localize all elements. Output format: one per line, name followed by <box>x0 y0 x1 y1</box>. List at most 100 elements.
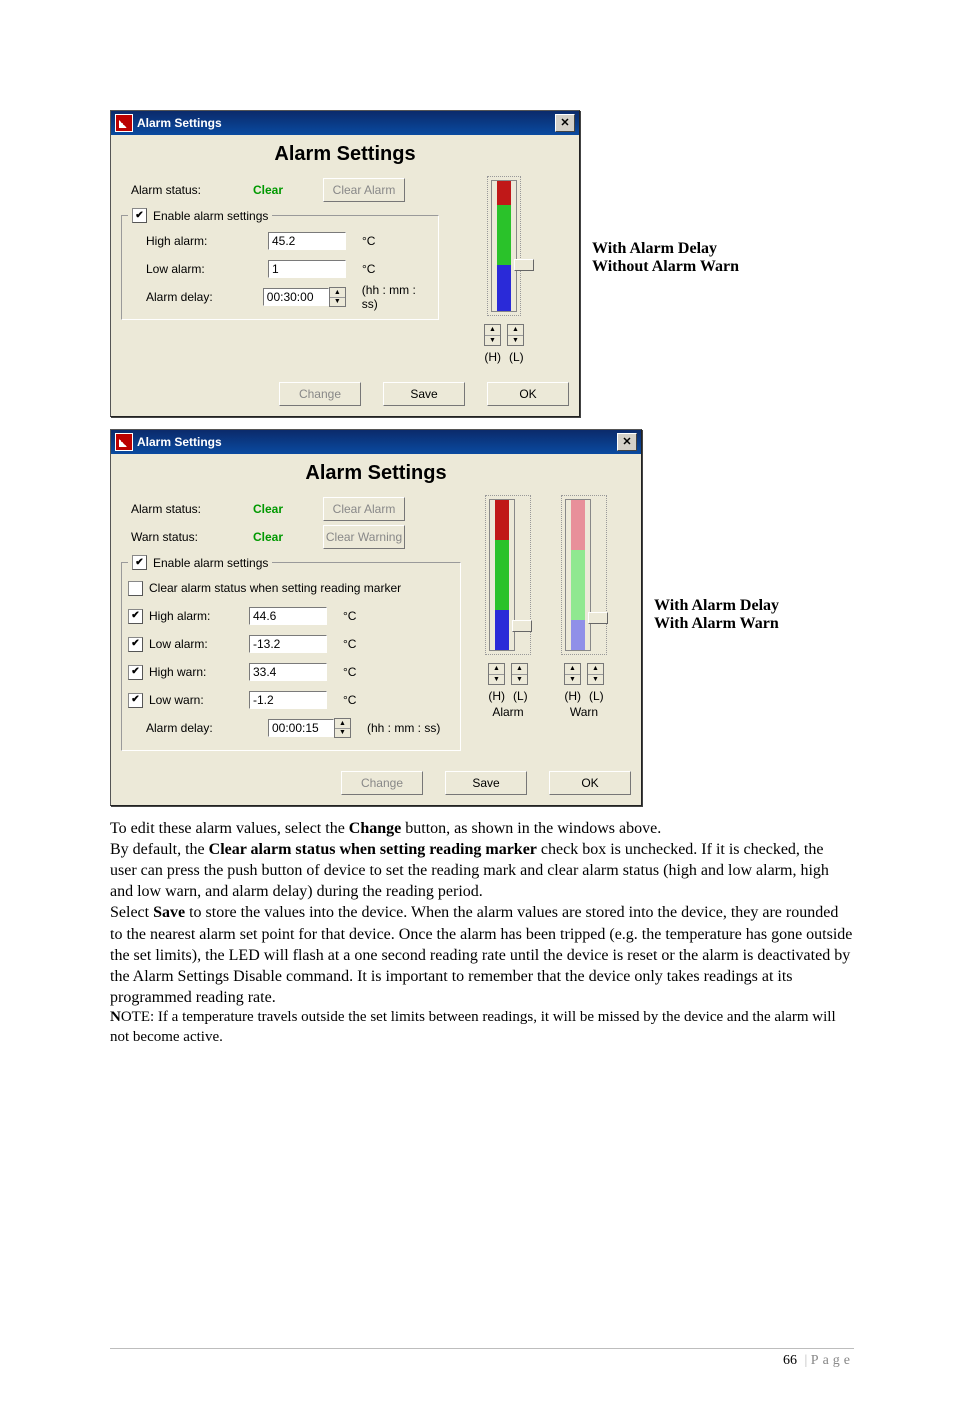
high-warn-input[interactable]: 33.4 <box>249 663 327 681</box>
alarm-delay-input[interactable]: 00:00:15 <box>268 719 334 737</box>
caption-line: With Alarm Delay <box>592 240 854 258</box>
delay-spinner[interactable]: ▲▼ <box>329 287 346 307</box>
save-button[interactable]: Save <box>383 382 465 406</box>
high-alarm-row: High alarm: 45.2 °C <box>128 227 432 255</box>
text-bold: Save <box>153 904 185 921</box>
warn-range-bar[interactable] <box>565 499 591 651</box>
range-bar-pair: ▲▼ ▲▼ (H) (L) Alarm <box>485 495 607 719</box>
window-title: Alarm Settings <box>137 435 222 449</box>
figure-caption-1: With Alarm Delay Without Alarm Warn <box>580 110 854 276</box>
bar-seg-low <box>571 620 585 650</box>
text-bold: Clear alarm status when setting reading … <box>209 841 537 858</box>
close-icon[interactable]: ✕ <box>555 114 575 132</box>
range-slider-knob[interactable] <box>512 620 532 632</box>
alarm-delay-label: Alarm delay: <box>128 290 263 304</box>
ok-button[interactable]: OK <box>549 771 631 795</box>
alarm-status-row: Alarm status: Clear Clear Alarm <box>121 495 461 523</box>
delay-spinner[interactable]: ▲▼ <box>334 718 351 738</box>
dialog-heading: Alarm Settings <box>111 454 641 491</box>
text: OTE: If a temperature travels outside th… <box>110 1009 836 1045</box>
app-icon <box>115 114 133 132</box>
high-warn-checkbox[interactable]: ✔ <box>128 665 143 680</box>
alarm-status-label: Alarm status: <box>121 502 253 516</box>
low-alarm-label: Low alarm: <box>149 637 249 651</box>
window-title: Alarm Settings <box>137 116 222 130</box>
dialog-body: Alarm status: Clear Clear Alarm Warn sta… <box>111 491 641 763</box>
text: To edit these alarm values, select the <box>110 820 349 837</box>
l-spinner[interactable]: ▲▼ <box>507 324 524 346</box>
text: button, as shown in the windows above. <box>401 820 661 837</box>
h-label: (H) <box>484 350 501 364</box>
bar-seg-low <box>497 265 511 311</box>
enable-alarm-checkbox[interactable]: ✔ <box>132 555 147 570</box>
range-slider-knob[interactable] <box>514 259 534 271</box>
unit-label: °C <box>327 665 356 679</box>
change-button[interactable]: Change <box>341 771 423 795</box>
low-alarm-row: Low alarm: 1 °C <box>128 255 432 283</box>
high-alarm-checkbox[interactable]: ✔ <box>128 609 143 624</box>
bar-seg-ok <box>495 540 509 610</box>
unit-label: °C <box>346 262 375 276</box>
page-footer: 66 | Page <box>110 1348 854 1369</box>
high-alarm-label: High alarm: <box>128 234 268 248</box>
clear-warning-button[interactable]: Clear Warning <box>323 525 405 549</box>
warn-status-label: Warn status: <box>121 530 253 544</box>
l-label: (L) <box>509 350 524 364</box>
range-slider-knob[interactable] <box>588 612 608 624</box>
unit-label: °C <box>327 637 356 651</box>
high-alarm-input[interactable]: 45.2 <box>268 232 346 250</box>
enable-alarm-checkbox[interactable]: ✔ <box>132 208 147 223</box>
low-warn-label: Low warn: <box>149 693 249 707</box>
caption-line: With Alarm Delay <box>654 597 854 615</box>
ok-button[interactable]: OK <box>487 382 569 406</box>
l-label: (L) <box>589 689 604 703</box>
range-bar[interactable] <box>491 180 517 312</box>
warn-group-label: Warn <box>561 705 607 719</box>
figure-row-1: Alarm Settings ✕ Alarm Settings Alarm st… <box>110 110 854 417</box>
high-alarm-row: ✔ High alarm: 44.6 °C <box>128 602 454 630</box>
alarm-range-bar[interactable] <box>489 499 515 651</box>
caption-line: Without Alarm Warn <box>592 258 854 276</box>
alarm-group-label: Alarm <box>485 705 531 719</box>
app-icon <box>115 433 133 451</box>
save-button[interactable]: Save <box>445 771 527 795</box>
change-button[interactable]: Change <box>279 382 361 406</box>
hl-labels: (H) (L) <box>484 350 523 364</box>
alarm-l-spinner[interactable]: ▲▼ <box>511 663 528 685</box>
alarm-range-indicator: ▲▼ ▲▼ (H) (L) <box>439 176 569 364</box>
settings-fields: Alarm status: Clear Clear Alarm ✔ Enable… <box>121 176 439 364</box>
titlebar: Alarm Settings ✕ <box>111 111 579 135</box>
alarm-settings-window-1: Alarm Settings ✕ Alarm Settings Alarm st… <box>110 110 580 417</box>
figure-caption-2: With Alarm Delay With Alarm Warn <box>642 429 854 633</box>
low-warn-input[interactable]: -1.2 <box>249 691 327 709</box>
low-alarm-input[interactable]: -13.2 <box>249 635 327 653</box>
clear-alarm-button[interactable]: Clear Alarm <box>323 497 405 521</box>
dialog-heading: Alarm Settings <box>111 135 579 172</box>
clear-alarm-button[interactable]: Clear Alarm <box>323 178 405 202</box>
low-warn-row: ✔ Low warn: -1.2 °C <box>128 686 454 714</box>
low-alarm-checkbox[interactable]: ✔ <box>128 637 143 652</box>
low-warn-checkbox[interactable]: ✔ <box>128 693 143 708</box>
alarm-h-spinner[interactable]: ▲▼ <box>488 663 505 685</box>
delay-unit-label: (hh : mm : ss) <box>351 721 440 735</box>
alarm-delay-input[interactable]: 00:30:00 <box>263 288 329 306</box>
alarm-settings-window-2: Alarm Settings ✕ Alarm Settings Alarm st… <box>110 429 642 806</box>
low-alarm-label: Low alarm: <box>128 262 268 276</box>
low-alarm-input[interactable]: 1 <box>268 260 346 278</box>
enable-alarm-group: ✔ Enable alarm settings Clear alarm stat… <box>121 555 461 751</box>
h-spinner[interactable]: ▲▼ <box>484 324 501 346</box>
text-bold: Change <box>349 820 401 837</box>
high-alarm-label: High alarm: <box>149 609 249 623</box>
bar-seg-ok <box>497 205 511 265</box>
text: By default, the <box>110 841 209 858</box>
text: Select <box>110 904 153 921</box>
clear-on-marker-row: Clear alarm status when setting reading … <box>128 574 454 602</box>
dialog-body: Alarm status: Clear Clear Alarm ✔ Enable… <box>111 172 579 374</box>
close-icon[interactable]: ✕ <box>617 433 637 451</box>
high-alarm-input[interactable]: 44.6 <box>249 607 327 625</box>
h-label: (H) <box>488 689 505 703</box>
low-alarm-row: ✔ Low alarm: -13.2 °C <box>128 630 454 658</box>
warn-l-spinner[interactable]: ▲▼ <box>587 663 604 685</box>
warn-h-spinner[interactable]: ▲▼ <box>564 663 581 685</box>
clear-on-marker-checkbox[interactable] <box>128 581 143 596</box>
